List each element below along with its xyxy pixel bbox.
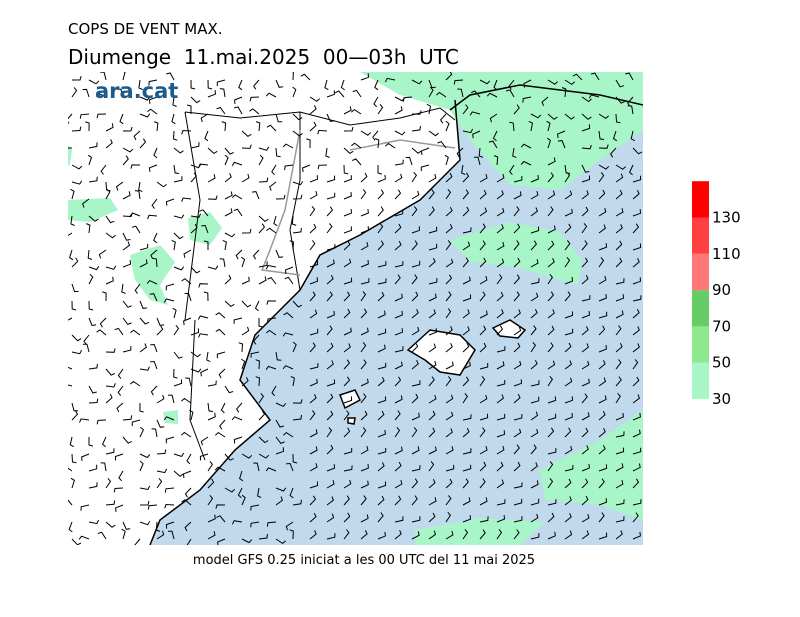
- map: [68, 72, 643, 545]
- islands: [339, 319, 527, 425]
- footer: model GFS 0.25 iniciat a les 00 UTC del …: [193, 553, 535, 568]
- colorbar-segment: [692, 290, 709, 327]
- title: COPS DE VENT MAX.: [68, 20, 223, 38]
- colorbar-segment: [692, 181, 709, 218]
- colorbar-segment: [692, 253, 709, 291]
- wind-barbs: [68, 72, 643, 545]
- colorbar-segment: [692, 362, 709, 399]
- gust-areas: [68, 72, 643, 545]
- colorbar-segment: [692, 217, 709, 254]
- subtitle: Diumenge 11.mai.2025 00—03h UTC: [68, 45, 459, 69]
- colorbar-label: 70: [712, 317, 731, 335]
- logo: ara.cat: [95, 79, 178, 103]
- colorbar-label: 90: [712, 281, 731, 299]
- coastline-france: [449, 84, 643, 111]
- colorbar-label: 110: [712, 245, 741, 263]
- colorbar-label: 50: [712, 354, 731, 372]
- coastline: [149, 99, 461, 545]
- colorbar-segment: [692, 326, 709, 363]
- colorbar-label: 30: [712, 390, 731, 408]
- colorbar: 30 50 70 90 110 130: [692, 181, 741, 408]
- sea: [150, 92, 643, 545]
- colorbar-label: 130: [712, 209, 741, 227]
- borders-regional: [260, 129, 456, 276]
- borders: [184, 107, 456, 461]
